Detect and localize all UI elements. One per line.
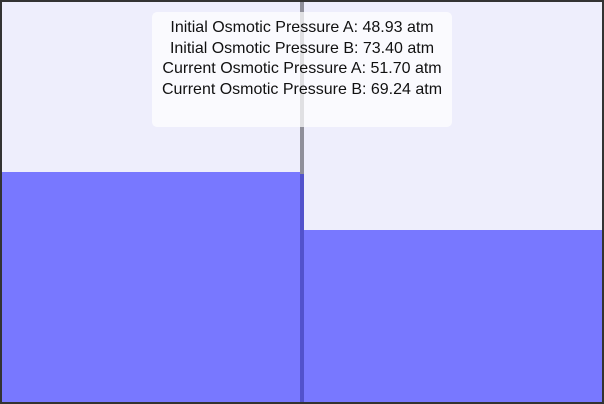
- initial-pressure-a: Initial Osmotic Pressure A: 48.93 atm: [170, 19, 434, 36]
- current-pressure-b: Current Osmotic Pressure B: 69.24 atm: [161, 80, 443, 98]
- pressure-info-panel: Initial Osmotic Pressure A: 48.93 atm In…: [152, 12, 452, 127]
- solution-a-level: [2, 172, 302, 402]
- membrane-submerged-section: [300, 174, 304, 402]
- chamber-a: [2, 2, 302, 402]
- solution-b-level: [302, 230, 602, 402]
- initial-pressure-b: Initial Osmotic Pressure B: 73.40 atm: [169, 39, 435, 57]
- chamber-b: [302, 2, 602, 402]
- current-pressure-a: Current Osmotic Pressure A: 51.70 atm: [162, 60, 442, 77]
